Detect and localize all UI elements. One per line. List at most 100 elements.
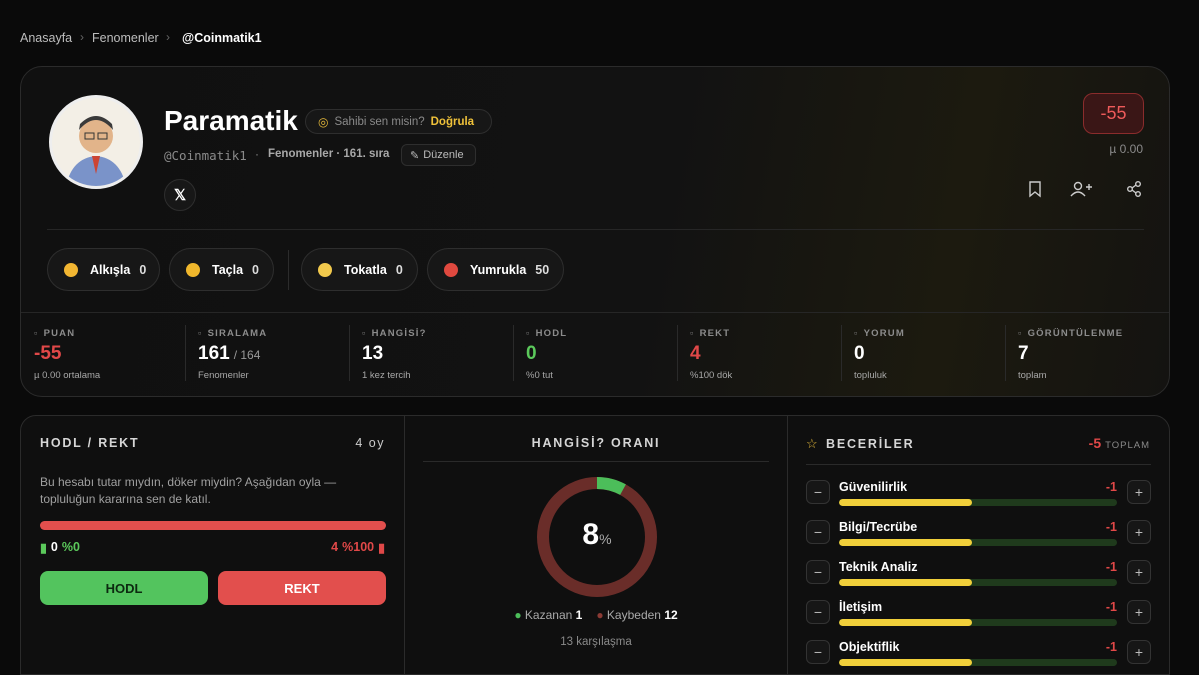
stat-value-row: -55 xyxy=(34,343,61,365)
stat-value-row: 161/ 164 xyxy=(198,343,260,365)
x-link[interactable]: 𝕏 xyxy=(164,179,196,211)
plus-button[interactable]: + xyxy=(1127,520,1151,544)
rekt-icon: ▮ xyxy=(378,541,385,555)
winner: 1 xyxy=(575,608,583,622)
stat-value: -55 xyxy=(34,343,62,364)
reaction-icon xyxy=(186,262,200,277)
stat-value: 0 xyxy=(854,343,865,364)
share-icon[interactable] xyxy=(1126,185,1133,192)
separator: › xyxy=(166,30,170,44)
reaction-button[interactable]: Yumrukla 50 xyxy=(427,248,564,291)
skill-score: -1 xyxy=(1105,520,1117,534)
reaction-count: 0 xyxy=(395,262,403,277)
follow-icon-body xyxy=(1070,184,1092,197)
stat-label-row: ▫ YORUM xyxy=(854,328,905,339)
stat-label-row: ▫ HODL xyxy=(526,328,567,339)
stat-sub: 1 kez tercih xyxy=(362,370,411,381)
skill-score: -1 xyxy=(1105,480,1117,494)
skill-name: Objektiflik xyxy=(839,640,900,654)
stat-label: SIRALAMA xyxy=(207,328,268,339)
score-box: -55 xyxy=(1083,93,1144,134)
skills-total: -5 TOPLAM xyxy=(1089,435,1150,451)
panel-title: HANGİSİ? ORANI xyxy=(531,436,661,450)
reaction-icon-shape xyxy=(186,262,200,277)
skill-name: Teknik Analiz xyxy=(839,560,918,574)
skills-panel: ☆ BECERİLER -5 TOPLAM − Güvenilirlik -1 + − Bi… xyxy=(787,415,1170,675)
skill-bar-fill xyxy=(839,579,973,586)
profile-card: Paramatik ◎ Sahibi sen misin? Doğrula @C… xyxy=(20,66,1170,397)
description: Bu hesabı tutar mıydın, döker miydin? Aş… xyxy=(40,475,337,506)
claim-pill[interactable]: ◎ Sahibi sen misin? Doğrula xyxy=(305,109,492,134)
rekt-button[interactable]: REKT xyxy=(218,571,386,605)
stat-label: REKT xyxy=(699,328,731,339)
skill-bar xyxy=(839,659,1117,666)
stat-icon: ▫ xyxy=(854,328,859,339)
edit-button[interactable]: ✎ Düzenle xyxy=(401,144,476,166)
minus-button[interactable]: − xyxy=(806,520,830,544)
reaction-icon xyxy=(444,262,458,277)
avatar-art xyxy=(66,116,126,186)
stat-sub: %0 tut xyxy=(526,370,553,381)
share-icon-lines xyxy=(1131,184,1137,194)
legend-item: ● Kazanan 1 xyxy=(514,608,583,622)
reaction-count: 50 xyxy=(535,262,550,277)
skill-bar xyxy=(839,619,1117,626)
minus-button[interactable]: − xyxy=(806,640,830,664)
stat-sub: µ 0.00 ortalama xyxy=(34,370,101,381)
plus-button[interactable]: + xyxy=(1127,600,1151,624)
breadcrumb-link[interactable]: Anasayfa xyxy=(20,31,73,45)
vote-bar xyxy=(40,521,386,530)
loser: 12 xyxy=(664,608,678,622)
plus-button[interactable]: + xyxy=(1127,480,1151,504)
skill-bar xyxy=(839,539,1117,546)
stat-label: PUAN xyxy=(43,328,76,339)
stat-value: 13 xyxy=(362,343,384,364)
skill-score: -1 xyxy=(1105,600,1117,614)
stat-icon: ▫ xyxy=(1018,328,1023,339)
follow-icon[interactable] xyxy=(1073,181,1083,191)
share-icon-b xyxy=(1134,190,1141,197)
profile-meta: Fenomenler · 161. sıra xyxy=(268,148,390,160)
minus-button[interactable]: − xyxy=(806,600,830,624)
stat-label: GÖRÜNTÜLENME xyxy=(1027,328,1124,339)
stat-label-row: ▫ PUAN xyxy=(34,328,75,339)
skill-name: İletişim xyxy=(839,600,883,614)
minus-button[interactable]: − xyxy=(806,480,830,504)
rekt-summary: 4 %100 ▮ xyxy=(331,540,385,555)
skill-bar-fill xyxy=(839,659,973,666)
divider xyxy=(423,461,769,462)
stat-label: HODL xyxy=(535,328,568,339)
bookmark-icon[interactable] xyxy=(1029,181,1041,198)
stat-value-row: 4 xyxy=(690,343,701,365)
minus-button[interactable]: − xyxy=(806,560,830,584)
handle: @Coinmatik1 xyxy=(164,148,247,163)
breadcrumb-link[interactable]: Fenomenler xyxy=(92,31,159,45)
stat-divider xyxy=(185,325,186,381)
reaction-icon xyxy=(318,262,332,277)
hangisi-panel: HANGİSİ? ORANI 8% ● Kazanan 1 ● Kaybeden… xyxy=(404,415,788,675)
skill-bar xyxy=(839,499,1117,506)
skill-bar-fill xyxy=(839,619,973,626)
reaction-button[interactable]: Alkışla 0 xyxy=(47,248,160,291)
stat-icon: ▫ xyxy=(198,328,203,339)
stat-icon: ▫ xyxy=(362,328,367,339)
hodl-count: 0 xyxy=(50,540,58,554)
percent-sign: % xyxy=(599,531,612,547)
stat-value-row: 0 xyxy=(526,343,537,365)
rekt-count: 4 xyxy=(331,540,339,554)
rekt-pct: %100 xyxy=(342,540,375,554)
stat-extra: / 164 xyxy=(233,348,261,362)
divider xyxy=(288,250,289,290)
reaction-button[interactable]: Tokatla 0 xyxy=(301,248,418,291)
skill-score: -1 xyxy=(1105,560,1117,574)
hodl-button[interactable]: HODL xyxy=(40,571,208,605)
check-icon: ◎ xyxy=(318,114,329,129)
action-icons xyxy=(1029,181,1141,198)
plus-button[interactable]: + xyxy=(1127,640,1151,664)
plus-button[interactable]: + xyxy=(1127,560,1151,584)
winner-label: Kazanan xyxy=(524,608,573,622)
reaction-button[interactable]: Taçla 0 xyxy=(169,248,274,291)
stat-value: 161 xyxy=(198,343,230,364)
claim-action[interactable]: Doğrula xyxy=(430,115,475,128)
